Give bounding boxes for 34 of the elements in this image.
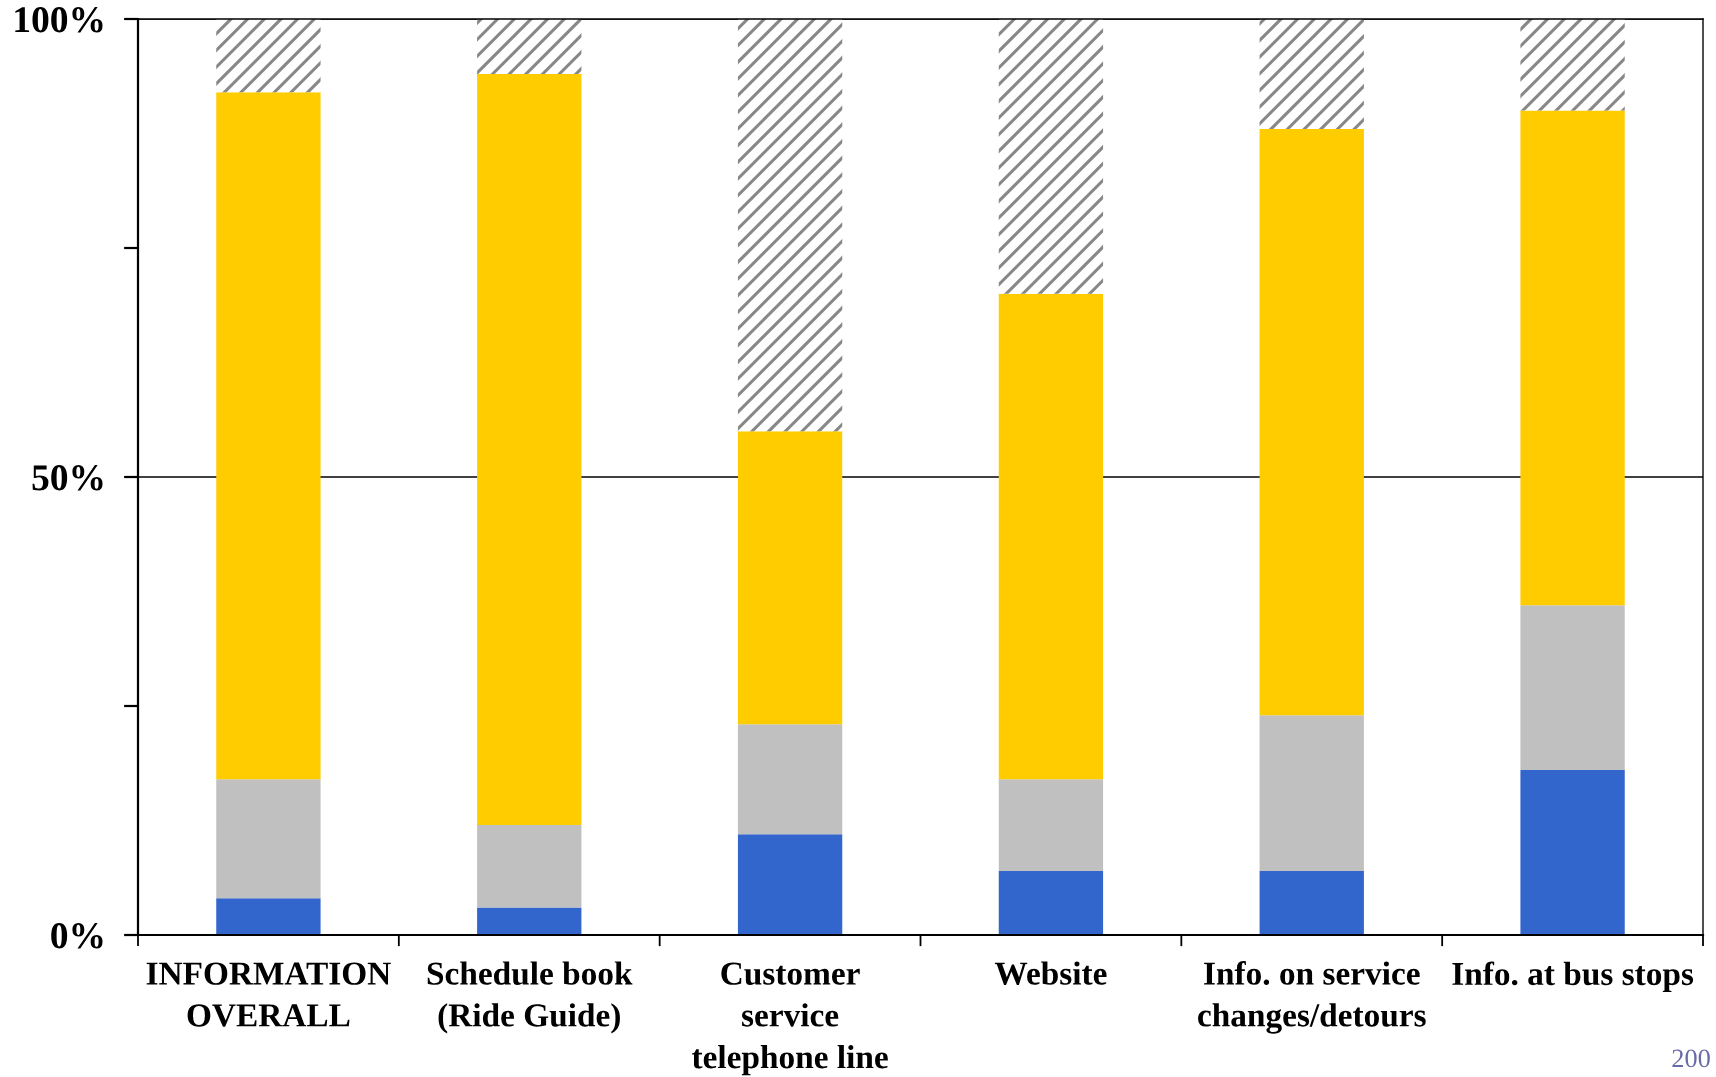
x-tick-label: Info. at bus stops xyxy=(1452,961,1694,992)
y-tick-label: 100% xyxy=(15,7,103,33)
bar xyxy=(1520,605,1625,771)
x-tick-label: INFORMATION OVERALL xyxy=(146,962,391,1027)
bar xyxy=(998,870,1104,935)
bar xyxy=(477,73,582,826)
bar xyxy=(737,431,843,725)
bar xyxy=(216,898,321,935)
bar xyxy=(1520,110,1625,606)
bar xyxy=(216,779,321,899)
x-tick-label: Website xyxy=(994,961,1107,986)
bar xyxy=(1520,19,1625,111)
bar xyxy=(737,724,843,835)
x-tick-label: Info. on service changes/detours xyxy=(1198,961,1426,1034)
bar xyxy=(477,19,582,74)
bar xyxy=(477,907,582,935)
bar xyxy=(1259,870,1364,935)
bar xyxy=(1259,128,1364,716)
y-tick-label: 0% xyxy=(51,923,103,949)
x-tick-label: Customer service telephone line xyxy=(692,962,888,1076)
bar xyxy=(737,19,843,432)
bar xyxy=(477,825,582,908)
bar xyxy=(998,293,1104,780)
y-tick-label: 50% xyxy=(32,465,103,491)
x-tick-label: Schedule book (Ride Guide) xyxy=(427,961,633,1034)
bar xyxy=(1520,770,1625,935)
bar xyxy=(216,92,321,780)
text: 200 xyxy=(1672,1049,1710,1068)
bar xyxy=(998,19,1104,294)
bar xyxy=(998,779,1104,871)
bar xyxy=(216,19,321,93)
bar xyxy=(1259,715,1364,871)
bar xyxy=(1259,19,1364,129)
bar xyxy=(737,834,843,935)
